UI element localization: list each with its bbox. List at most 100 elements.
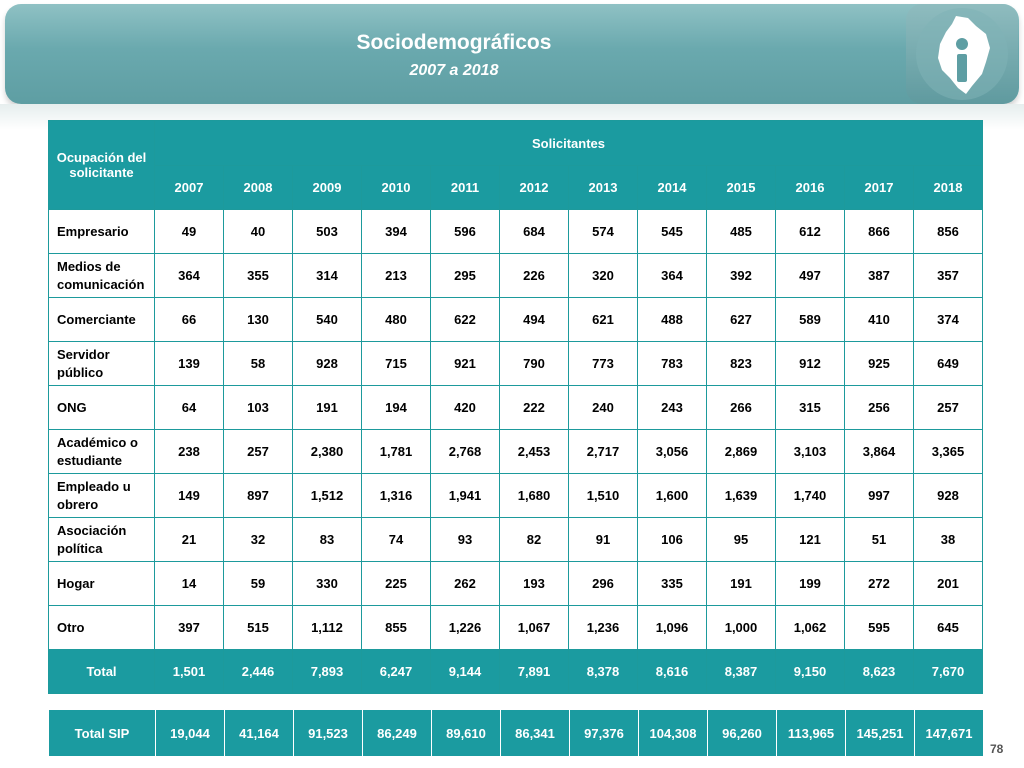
cell-value: 149 — [154, 473, 224, 518]
cell-value: 106 — [637, 517, 707, 562]
year-header-2016: 2016 — [775, 165, 845, 210]
cell-value: 21 — [154, 517, 224, 562]
cdmx-map-info-logo-icon — [906, 4, 1018, 104]
occupation-label: Servidor público — [48, 341, 155, 386]
sip-cell-value: 145,251 — [845, 709, 915, 757]
sip-cell-value: 97,376 — [569, 709, 639, 757]
cell-value: 193 — [499, 561, 569, 606]
year-header-2015: 2015 — [706, 165, 776, 210]
cell-value: 103 — [223, 385, 293, 430]
cell-value: 783 — [637, 341, 707, 386]
cell-value: 374 — [913, 297, 983, 342]
cell-value: 199 — [775, 561, 845, 606]
cell-value: 7,891 — [499, 649, 569, 694]
group-header-solicitantes: Solicitantes — [154, 120, 983, 166]
cell-value: 238 — [154, 429, 224, 474]
cell-value: 256 — [844, 385, 914, 430]
cell-value: 912 — [775, 341, 845, 386]
cell-value: 226 — [499, 253, 569, 298]
cell-value: 1,680 — [499, 473, 569, 518]
cell-value: 1,512 — [292, 473, 362, 518]
cell-value: 201 — [913, 561, 983, 606]
cell-value: 645 — [913, 605, 983, 650]
cell-value: 2,717 — [568, 429, 638, 474]
year-header-2017: 2017 — [844, 165, 914, 210]
sociodemographic-table: Ocupación del solicitante Solicitantes 2… — [48, 120, 983, 694]
sip-cell-value: 86,249 — [362, 709, 432, 757]
cell-value: 32 — [223, 517, 293, 562]
cell-value: 1,600 — [637, 473, 707, 518]
cell-value: 1,236 — [568, 605, 638, 650]
year-header-2009: 2009 — [292, 165, 362, 210]
cell-value: 1,062 — [775, 605, 845, 650]
cell-value: 335 — [637, 561, 707, 606]
sip-cell-value: 19,044 — [155, 709, 225, 757]
cell-value: 6,247 — [361, 649, 431, 694]
cell-value: 8,387 — [706, 649, 776, 694]
cell-value: 790 — [499, 341, 569, 386]
cell-value: 540 — [292, 297, 362, 342]
cell-value: 315 — [775, 385, 845, 430]
table-row: Hogar 14 59 330 225 262 193 296 335 191 199 272 201 — [48, 561, 983, 606]
cell-value: 1,316 — [361, 473, 431, 518]
cell-value: 589 — [775, 297, 845, 342]
sip-cell-value: 89,610 — [431, 709, 501, 757]
cell-value: 64 — [154, 385, 224, 430]
cell-value: 1,096 — [637, 605, 707, 650]
cell-value: 928 — [913, 473, 983, 518]
cell-value: 3,864 — [844, 429, 914, 474]
cell-value: 649 — [913, 341, 983, 386]
cell-value: 243 — [637, 385, 707, 430]
cell-value: 2,380 — [292, 429, 362, 474]
occupation-label: Empresario — [48, 209, 155, 254]
cell-value: 773 — [568, 341, 638, 386]
cell-value: 621 — [568, 297, 638, 342]
cell-value: 320 — [568, 253, 638, 298]
row-header-occupation: Ocupación del solicitante — [48, 120, 155, 210]
table-row: Servidor público 139 58 928 715 921 790 773 783 8… — [48, 341, 983, 386]
cell-value: 9,150 — [775, 649, 845, 694]
cell-value: 9,144 — [430, 649, 500, 694]
cell-value: 59 — [223, 561, 293, 606]
cell-value: 715 — [361, 341, 431, 386]
year-header-2018: 2018 — [913, 165, 983, 210]
year-header-2007: 2007 — [154, 165, 224, 210]
cell-value: 3,056 — [637, 429, 707, 474]
cell-value: 1,226 — [430, 605, 500, 650]
cell-value: 139 — [154, 341, 224, 386]
cell-value: 503 — [292, 209, 362, 254]
cell-value: 925 — [844, 341, 914, 386]
cell-value: 3,103 — [775, 429, 845, 474]
year-header-2008: 2008 — [223, 165, 293, 210]
cell-value: 622 — [430, 297, 500, 342]
sip-cell-value: 113,965 — [776, 709, 846, 757]
cell-value: 364 — [637, 253, 707, 298]
cell-value: 2,446 — [223, 649, 293, 694]
cell-value: 855 — [361, 605, 431, 650]
cell-value: 130 — [223, 297, 293, 342]
cell-value: 194 — [361, 385, 431, 430]
page-number: 78 — [990, 742, 1004, 756]
cell-value: 355 — [223, 253, 293, 298]
cell-value: 397 — [154, 605, 224, 650]
cell-value: 488 — [637, 297, 707, 342]
cell-value: 49 — [154, 209, 224, 254]
cell-value: 93 — [430, 517, 500, 562]
cell-value: 1,740 — [775, 473, 845, 518]
cell-value: 394 — [361, 209, 431, 254]
table-row: Comerciante 66 130 540 480 622 494 621 488 627 589… — [48, 297, 983, 342]
cell-value: 66 — [154, 297, 224, 342]
cell-value: 8,378 — [568, 649, 638, 694]
cell-value: 1,510 — [568, 473, 638, 518]
cell-value: 684 — [499, 209, 569, 254]
page-subtitle: 2007 a 2018 — [409, 62, 499, 79]
cell-value: 420 — [430, 385, 500, 430]
occupation-label: Medios de comunicación — [48, 253, 155, 298]
sip-cell-value: 41,164 — [224, 709, 294, 757]
cell-value: 928 — [292, 341, 362, 386]
cell-value: 257 — [913, 385, 983, 430]
cell-value: 225 — [361, 561, 431, 606]
sip-cell-value: 104,308 — [638, 709, 708, 757]
occupation-label: Hogar — [48, 561, 155, 606]
cell-value: 392 — [706, 253, 776, 298]
